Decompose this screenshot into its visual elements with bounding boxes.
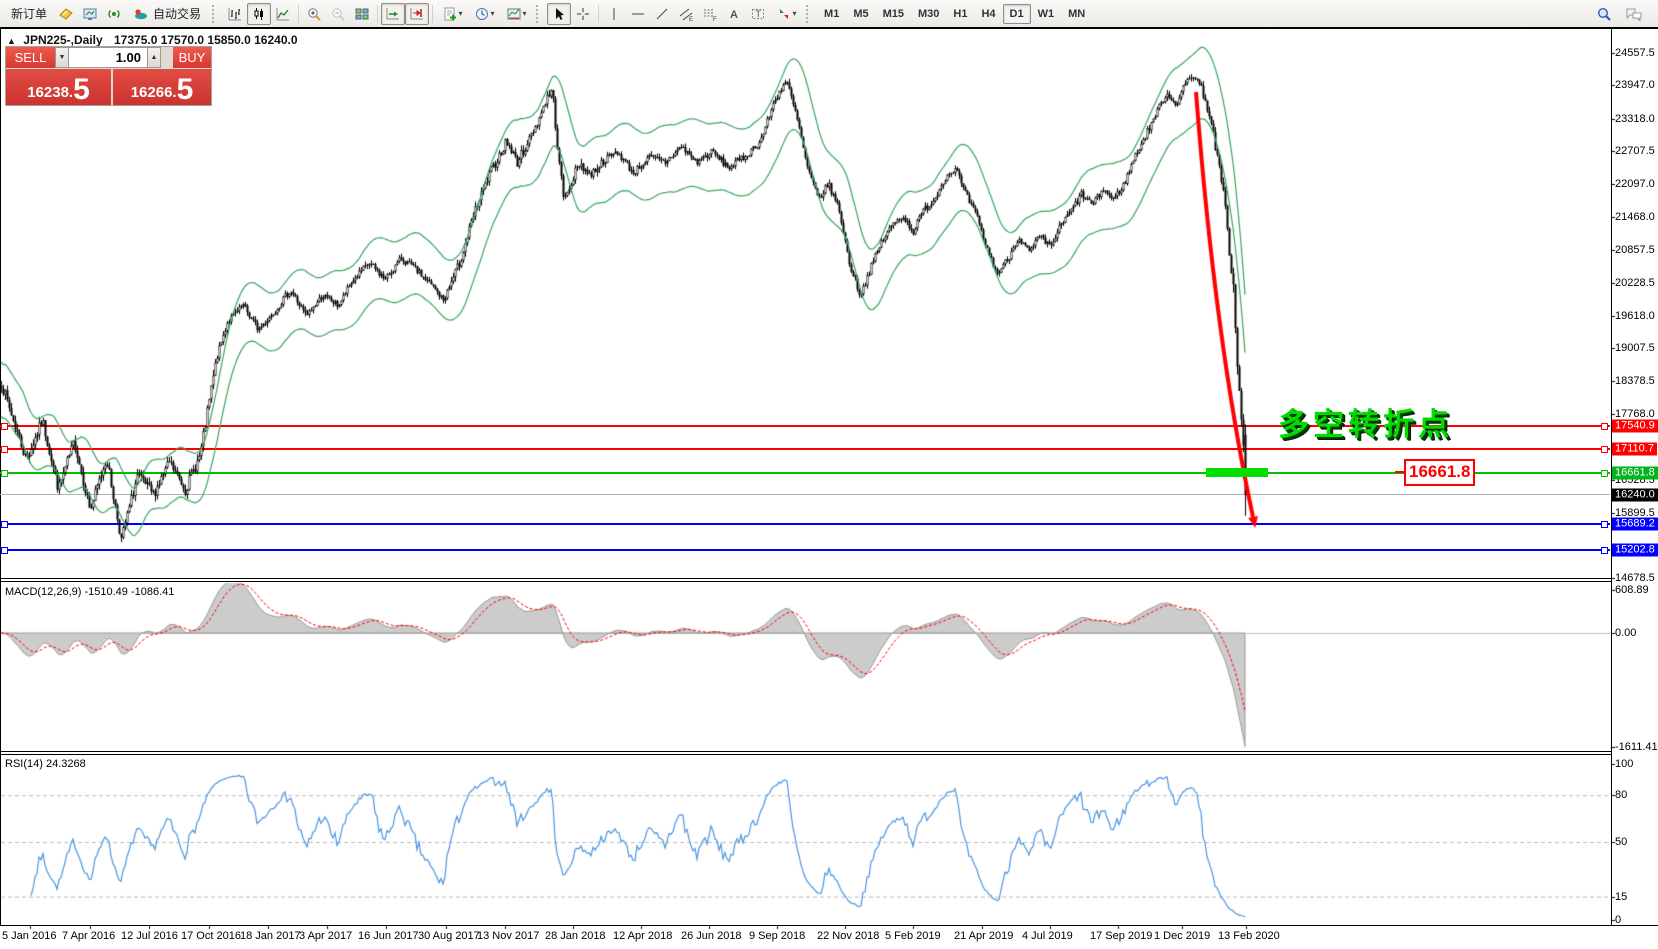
buy-price[interactable]: 16266. 5 [113, 69, 211, 105]
axis-tick-label: 24557.5 [1615, 47, 1655, 59]
sell-button[interactable]: SELL [6, 47, 55, 68]
line-price-label: 17540.9 [1612, 419, 1658, 433]
date-tick-label: 1 Dec 2019 [1154, 930, 1211, 942]
line-price-label: 15689.2 [1612, 517, 1658, 531]
date-tick-label: 17 Sep 2019 [1090, 930, 1153, 942]
buy-price-big-digit: 5 [176, 73, 194, 106]
date-tick-label: 5 Jan 2016 [2, 930, 57, 942]
date-tick-label: 26 Jun 2018 [681, 930, 742, 942]
line-price-label: 16240.0 [1612, 488, 1658, 502]
rsi-label: RSI(14) 24.3268 [5, 758, 86, 770]
date-tick-label: 12 Jul 2016 [121, 930, 178, 942]
line-price-label: 15202.8 [1612, 543, 1658, 557]
symbol-period: JPN225-,Daily [23, 33, 103, 47]
sell-price-main: 16238 [27, 84, 69, 101]
price-callout[interactable]: 16661.8 [1404, 459, 1476, 486]
date-tick-label: 28 Jan 2018 [545, 930, 606, 942]
date-tick-label: 30 Aug 2017 [418, 930, 480, 942]
volume-up-button[interactable]: ▲ [147, 47, 161, 68]
date-tick-label: 5 Feb 2019 [885, 930, 941, 942]
date-tick-label: 12 Apr 2018 [613, 930, 673, 942]
chart-title: ▲ JPN225-,Daily 17375.0 17570.0 15850.0 … [7, 33, 298, 47]
annotation-text[interactable]: 多空转折点 [1278, 407, 1453, 442]
axis-tick-label: 19618.0 [1615, 309, 1655, 322]
axis-tick-label: 18378.5 [1615, 375, 1655, 388]
date-tick-label: 13 Nov 2017 [477, 930, 540, 942]
collapse-icon[interactable]: ▲ [7, 36, 16, 46]
axis-tick-label: -1611.41 [1615, 741, 1658, 753]
axis-tick-label: 20857.5 [1615, 243, 1655, 256]
axis-tick-label: 50 [1615, 836, 1628, 848]
axis-tick-label: 100 [1615, 758, 1634, 770]
axis-tick-label: 80 [1615, 789, 1628, 802]
date-tick-label: 18 Jan 2017 [240, 930, 301, 942]
highlight-bar[interactable] [1206, 468, 1268, 477]
axis-tick-label: 22707.5 [1615, 145, 1655, 158]
axis-tick-label: 22097.0 [1615, 177, 1655, 190]
ohlc-values: 17375.0 17570.0 15850.0 16240.0 [114, 33, 298, 47]
buy-button[interactable]: BUY [173, 47, 211, 68]
date-tick-label: 16 Jun 2017 [358, 930, 419, 942]
sell-price-dot: . [68, 84, 74, 101]
axis-tick-label: 15 [1615, 890, 1628, 903]
axis-tick-label: 608.89 [1615, 584, 1649, 596]
date-tick-label: 4 Jul 2019 [1022, 930, 1073, 942]
date-tick-label: 13 Feb 2020 [1218, 930, 1280, 942]
volume-down-button[interactable]: ▼ [55, 47, 69, 68]
axis-tick-label: 17768.0 [1615, 407, 1655, 420]
axis-tick-label: 23947.0 [1615, 79, 1655, 92]
volume-input[interactable]: 1.00 [69, 47, 147, 68]
axis-tick-label: 23318.0 [1615, 112, 1655, 125]
axis-tick-label: 14678.5 [1615, 572, 1655, 584]
sell-price[interactable]: 16238. 5 [6, 69, 111, 105]
line-price-label: 16661.8 [1612, 466, 1658, 480]
axis-tick-label: 20228.5 [1615, 277, 1655, 290]
date-tick-label: 9 Sep 2018 [749, 930, 806, 942]
axis-tick-label: 0.00 [1615, 627, 1637, 639]
line-price-label: 17110.7 [1612, 442, 1657, 456]
axis-tick-label: 19007.5 [1615, 341, 1655, 354]
axis-tick-label: 21468.0 [1615, 211, 1655, 224]
buy-price-main: 16266 [130, 84, 173, 101]
one-click-trading-panel: SELL ▼ 1.00 ▲ BUY 16238. 5 16266. 5 [5, 46, 212, 106]
date-tick-label: 3 Apr 2017 [299, 930, 353, 942]
axis-tick-label: 15899.5 [1615, 507, 1655, 520]
callout-connector [1395, 471, 1404, 473]
sell-price-big-digit: 5 [73, 73, 90, 106]
date-tick-label: 7 Apr 2016 [62, 930, 116, 942]
date-tick-label: 22 Nov 2018 [817, 930, 880, 942]
buy-price-dot: . [172, 84, 177, 101]
axis-tick-label: 0 [1615, 914, 1622, 926]
price-axis[interactable]: 24557.5 23947.0 23318.0 22707.5 22097.0 21468… [1612, 28, 1658, 926]
date-tick-label: 21 Apr 2019 [954, 930, 1014, 942]
macd-label: MACD(12,26,9) -1510.49 -1086.41 [5, 586, 175, 598]
date-tick-label: 17 Oct 2016 [181, 930, 241, 942]
date-axis[interactable]: 5 Jan 2016 7 Apr 2016 12 Jul 2016 17 Oct 20… [0, 927, 1610, 949]
